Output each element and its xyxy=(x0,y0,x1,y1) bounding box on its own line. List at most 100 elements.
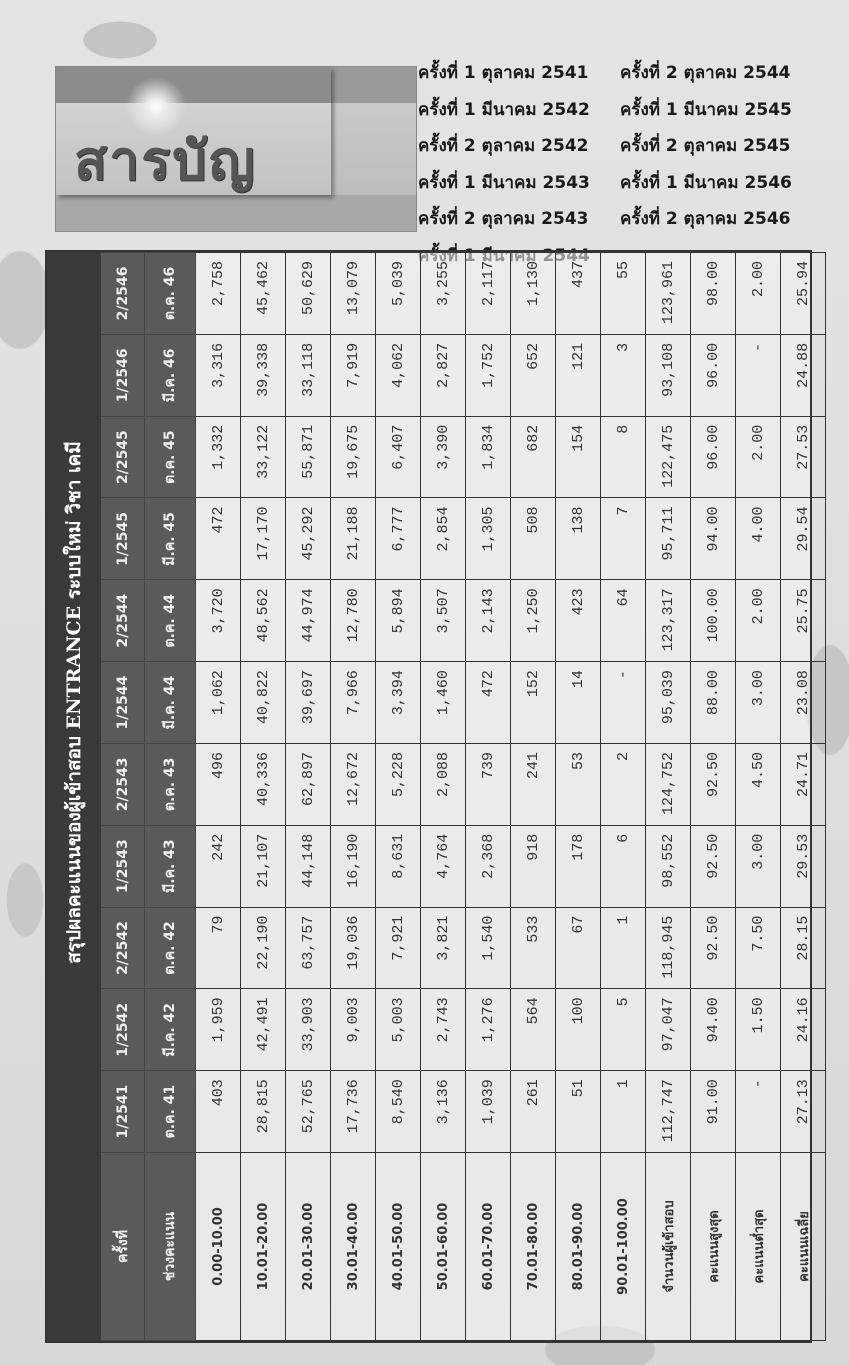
table-cell: 4.00 xyxy=(735,498,781,580)
table-cell: 24.71 xyxy=(780,743,826,826)
header-month: ต.ค. 44 xyxy=(144,579,196,662)
table-cell: 92.50 xyxy=(690,825,736,908)
table-row: 30.01-40.00 17,736 9,003 19,036 16,190 12,672… xyxy=(330,252,376,1341)
header-session: 2/2542 xyxy=(100,907,145,989)
table-cell: 25.94 xyxy=(780,252,826,335)
table-cell: 1,305 xyxy=(465,498,511,580)
header-session: 2/2544 xyxy=(100,579,145,662)
table-cell: 27.53 xyxy=(780,416,826,498)
table-cell: 6,777 xyxy=(375,498,421,580)
toc-item[interactable]: ครั้งที่ 1 มีนาคม 2543 xyxy=(418,172,590,193)
table-cell: 6 xyxy=(600,825,646,908)
table-cell: 67 xyxy=(555,907,601,989)
table-cell: 40,822 xyxy=(240,661,286,744)
table-cell: 62,897 xyxy=(285,743,331,826)
table-cell: 496 xyxy=(195,743,241,826)
table-cell: 24.88 xyxy=(780,334,826,417)
table-cell: 100.00 xyxy=(690,579,736,662)
table-cell: 55,871 xyxy=(285,416,331,498)
toc-item[interactable]: ครั้งที่ 1 มีนาคม 2542 xyxy=(418,99,590,120)
table-cell: 14 xyxy=(555,661,601,744)
table-cell: 5,003 xyxy=(375,988,421,1071)
row-label: 20.01-30.00 xyxy=(285,1152,331,1341)
toc-item[interactable]: ครั้งที่ 1 ตุลาคม 2541 xyxy=(418,63,589,83)
header-month: มี.ค. 42 xyxy=(144,988,196,1071)
toc-item[interactable]: ครั้งที่ 2 ตุลาคม 2546 xyxy=(620,209,791,229)
table-cell: 96.00 xyxy=(690,416,736,498)
table-cell: - xyxy=(735,334,781,417)
header-month: ต.ค. 41 xyxy=(144,1070,196,1153)
header-session: 1/2543 xyxy=(100,825,145,908)
header-month: ต.ค. 43 xyxy=(144,743,196,826)
row-label: 90.01-100.00 xyxy=(600,1152,646,1341)
table-cell: 437 xyxy=(555,252,601,335)
header-month: มี.ค. 46 xyxy=(144,334,196,417)
table-cell: 24.16 xyxy=(780,988,826,1071)
table-title-row: สรุปผลคะแนนของผู้เข้าสอบ ENTRANCE ระบบให… xyxy=(47,252,101,1341)
table-cell: 3.00 xyxy=(735,825,781,908)
header-month: มี.ค. 43 xyxy=(144,825,196,908)
table-cell: 3 xyxy=(600,334,646,417)
table-of-contents-banner: สารบัญ xyxy=(55,66,417,232)
table-cell: 138 xyxy=(555,498,601,580)
header-session: 1/2544 xyxy=(100,661,145,744)
table-cell: 53 xyxy=(555,743,601,826)
table-row: คะแนนเฉลี่ย 27.13 24.16 28.15 29.53 24.71 23.0… xyxy=(780,252,826,1341)
table-cell: 28.15 xyxy=(780,907,826,989)
table-row: 70.01-80.00 261 564 533 918 241 152 1,250 508 682… xyxy=(510,252,556,1341)
table-cell: 7.50 xyxy=(735,907,781,989)
toc-item[interactable]: ครั้งที่ 2 ตุลาคม 2544 xyxy=(620,63,791,83)
table-row: 20.01-30.00 52,765 33,903 63,757 44,148 62,89… xyxy=(285,252,331,1341)
toc-item[interactable]: ครั้งที่ 1 มีนาคม 2545 xyxy=(620,99,792,120)
banner-title: สารบัญ xyxy=(74,129,257,192)
header-session: 2/2546 xyxy=(100,252,145,335)
table-cell: 261 xyxy=(510,1070,556,1153)
table-cell: 33,903 xyxy=(285,988,331,1071)
table-cell: 2,743 xyxy=(420,988,466,1071)
toc-item[interactable]: ครั้งที่ 2 ตุลาคม 2542 xyxy=(418,136,589,156)
table-cell: 5,894 xyxy=(375,579,421,662)
table-cell: 3,255 xyxy=(420,252,466,335)
table-cell: 112,747 xyxy=(645,1070,691,1153)
table-cell: 1,834 xyxy=(465,416,511,498)
table-cell: 12,672 xyxy=(330,743,376,826)
table-cell: 22,190 xyxy=(240,907,286,989)
table-cell: 79 xyxy=(195,907,241,989)
table-cell: 2,117 xyxy=(465,252,511,335)
header-month: ต.ค. 42 xyxy=(144,907,196,989)
table-cell: 121 xyxy=(555,334,601,417)
table-cell: 21,107 xyxy=(240,825,286,908)
table-cell: 152 xyxy=(510,661,556,744)
table-cell: 17,170 xyxy=(240,498,286,580)
table-cell: 3.00 xyxy=(735,661,781,744)
header-session: 1/2545 xyxy=(100,498,145,580)
table-cell: 918 xyxy=(510,825,556,908)
table-cell: 100 xyxy=(555,988,601,1071)
table-cell: 7 xyxy=(600,498,646,580)
table-cell: 2 xyxy=(600,743,646,826)
table-cell: 45,292 xyxy=(285,498,331,580)
table-cell: 33,118 xyxy=(285,334,331,417)
row-label: 60.01-70.00 xyxy=(465,1152,511,1341)
table-cell: 123,317 xyxy=(645,579,691,662)
table-cell: 472 xyxy=(465,661,511,744)
table-cell: 241 xyxy=(510,743,556,826)
table-cell: 42,491 xyxy=(240,988,286,1071)
toc-item[interactable]: ครั้งที่ 1 มีนาคม 2546 xyxy=(620,172,792,193)
table-cell: 98,552 xyxy=(645,825,691,908)
row-label: คะแนนสูงสุด xyxy=(690,1152,736,1341)
table-cell: 1,540 xyxy=(465,907,511,989)
table-cell: 39,697 xyxy=(285,661,331,744)
toc-item[interactable]: ครั้งที่ 2 ตุลาคม 2543 xyxy=(418,209,589,229)
table-cell: 29.54 xyxy=(780,498,826,580)
table-cell: 25.75 xyxy=(780,579,826,662)
table-cell: 124,752 xyxy=(645,743,691,826)
header-range-label: ช่วงคะแนน xyxy=(144,1152,196,1341)
toc-item[interactable]: ครั้งที่ 2 ตุลาคม 2545 xyxy=(620,136,791,156)
table-cell: 44,974 xyxy=(285,579,331,662)
table-cell: 9,003 xyxy=(330,988,376,1071)
table-cell: 12,780 xyxy=(330,579,376,662)
table-row: 40.01-50.00 8,540 5,003 7,921 8,631 5,228 3,39… xyxy=(375,252,421,1341)
header-session: 1/2542 xyxy=(100,988,145,1071)
table-cell: 2.00 xyxy=(735,252,781,335)
